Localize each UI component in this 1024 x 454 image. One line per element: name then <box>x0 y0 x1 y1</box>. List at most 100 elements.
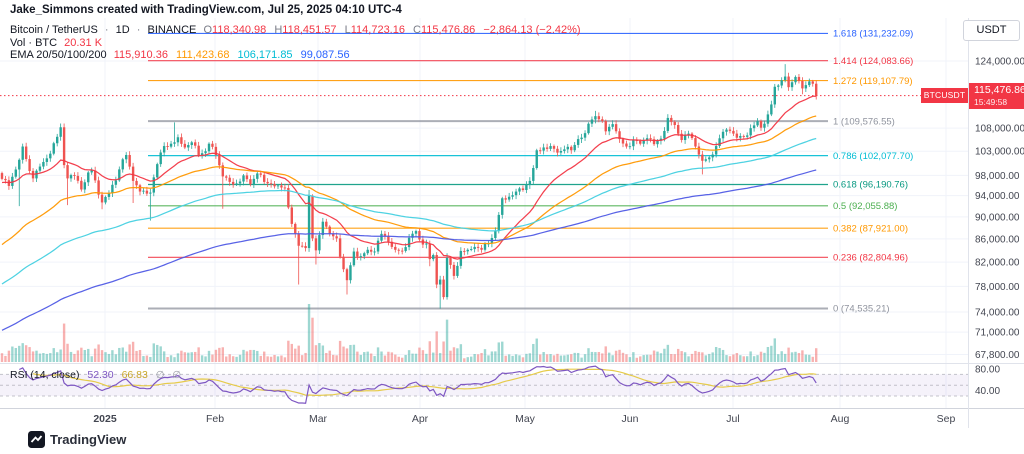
candle-body <box>790 82 794 88</box>
volume-bar <box>587 348 590 362</box>
candle-body <box>604 121 607 132</box>
volume-bar <box>804 354 808 362</box>
candle-body <box>4 178 7 181</box>
candle-body <box>118 169 121 181</box>
volume-bar <box>231 356 235 362</box>
candle-body <box>521 188 525 191</box>
volume-bar <box>100 350 104 362</box>
time-tick-label: May <box>515 413 536 425</box>
volume-bar <box>128 344 131 362</box>
volume-bar <box>476 354 480 362</box>
rsi-line[interactable] <box>19 365 817 404</box>
volume-bar <box>452 347 456 362</box>
volume-bar <box>680 351 683 362</box>
candle-body <box>632 140 635 147</box>
candle-body <box>35 170 38 179</box>
candle-body <box>321 221 325 236</box>
ema200-line[interactable] <box>1 169 817 331</box>
candle-body <box>287 187 290 208</box>
candle-body <box>815 83 818 96</box>
volume-bar <box>645 354 649 362</box>
price-tick-label: 103,000.00 <box>975 147 1024 158</box>
candle-body <box>718 138 721 147</box>
candle-body <box>566 146 569 150</box>
candle-body <box>728 129 732 131</box>
candle-body <box>283 187 287 189</box>
volume-bar <box>180 350 183 362</box>
tradingview-logo[interactable]: TradingView <box>28 431 126 448</box>
volume-bar <box>694 350 697 362</box>
volume-bar <box>401 357 404 362</box>
volume-bar <box>359 354 362 362</box>
candle-body <box>190 142 193 146</box>
ema50-line[interactable] <box>1 115 817 246</box>
volume-bar <box>728 356 732 362</box>
volume-bar <box>404 354 407 362</box>
volume-bar <box>7 350 11 362</box>
candle-body <box>166 146 169 147</box>
candle-body <box>670 117 673 122</box>
volume-bar <box>466 357 469 362</box>
volume-bar <box>373 356 376 362</box>
candle-body <box>135 180 138 186</box>
volume-bar <box>152 343 155 362</box>
candle-body <box>732 130 735 134</box>
ema100-line[interactable] <box>1 137 817 285</box>
candle-body <box>608 126 611 132</box>
tradingview-logo-icon <box>28 431 45 448</box>
volume-bar <box>173 357 176 362</box>
volume-bar <box>169 355 173 362</box>
candle-body <box>352 251 356 266</box>
candle-body <box>683 134 687 141</box>
candle-body <box>366 249 369 254</box>
volume-bar <box>307 304 311 362</box>
volume-bar <box>104 352 107 362</box>
volume-bar <box>442 341 445 362</box>
volume-bar <box>794 351 797 362</box>
volume-bar <box>421 350 425 362</box>
ema20-line[interactable] <box>1 95 817 260</box>
volume-bar <box>52 348 55 362</box>
volume-bar <box>197 347 200 362</box>
candle-body <box>349 265 352 281</box>
volume-bar <box>746 356 749 362</box>
candle-body <box>273 183 276 187</box>
volume-bar <box>214 349 218 362</box>
volume-bar <box>187 352 190 362</box>
volume-bar <box>114 354 118 362</box>
volume-bar <box>28 347 31 362</box>
volume-bar <box>138 349 142 362</box>
volume-bar <box>756 355 759 362</box>
candle-body <box>549 146 552 149</box>
last-price-value: 115,476.86 <box>974 84 1024 96</box>
rsi-label[interactable]: RSI (14, close) <box>10 369 80 381</box>
volume-bar <box>752 356 756 362</box>
time-axis[interactable] <box>0 409 1024 429</box>
hidden-drawing-icon[interactable]: ∅ <box>155 370 165 381</box>
price-tick-label: 108,000.00 <box>975 124 1024 135</box>
candle-body <box>425 243 428 245</box>
volume-bar <box>194 351 197 362</box>
volume-bar <box>338 340 342 362</box>
volume-bar <box>535 338 538 362</box>
volume-bar <box>273 354 276 362</box>
volume-bar <box>628 357 632 362</box>
fib-level-label: 1.414 (124,083.66) <box>833 56 913 67</box>
volume-bar <box>266 356 269 362</box>
volume-bar <box>539 354 542 362</box>
candle-body <box>576 139 580 145</box>
candle-body <box>611 124 614 127</box>
time-tick-label: Mar <box>309 413 328 425</box>
candle-body <box>211 143 214 147</box>
candle-body <box>259 173 262 175</box>
volume-bar <box>21 343 24 362</box>
price-pane[interactable] <box>0 18 968 363</box>
hidden-drawing-icon[interactable]: ∅ <box>172 370 182 381</box>
currency-unit-button[interactable]: USDT <box>963 20 1020 41</box>
volume-bar <box>356 351 359 362</box>
volume-bar <box>345 348 349 362</box>
volume-bar <box>456 348 459 362</box>
candle-body <box>242 175 245 182</box>
candle-body <box>104 196 107 203</box>
